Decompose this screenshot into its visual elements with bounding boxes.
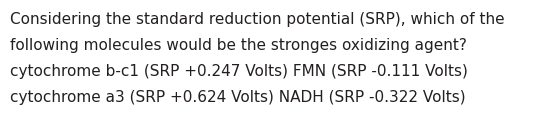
Text: Considering the standard reduction potential (SRP), which of the: Considering the standard reduction poten… [10,12,504,27]
Text: cytochrome a3 (SRP +0.624 Volts) NADH (SRP -0.322 Volts): cytochrome a3 (SRP +0.624 Volts) NADH (S… [10,90,465,105]
Text: cytochrome b-c1 (SRP +0.247 Volts) FMN (SRP -0.111 Volts): cytochrome b-c1 (SRP +0.247 Volts) FMN (… [10,64,468,79]
Text: following molecules would be the stronges oxidizing agent?: following molecules would be the stronge… [10,38,467,53]
